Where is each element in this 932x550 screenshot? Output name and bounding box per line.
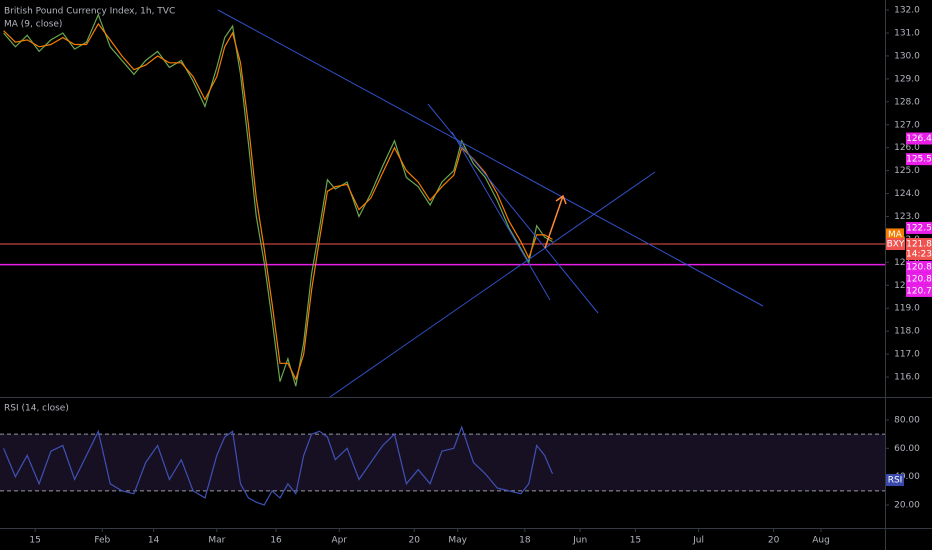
projection-arrow (544, 194, 567, 249)
y-tick-label: 117.0 (894, 350, 920, 360)
y-tick-label: 40.00 (894, 472, 920, 482)
y-tick-label: 123.0 (894, 212, 920, 222)
y-tick-label: 116.0 (894, 373, 920, 383)
y-tick-label: 80.00 (894, 415, 920, 425)
x-tick-label: Aug (812, 536, 830, 546)
price-tag (906, 272, 932, 285)
trendlines (217, 9, 764, 397)
price-tag (906, 221, 932, 234)
y-tick-label: 119.0 (894, 304, 920, 314)
y-tick-label: 132.0 (894, 6, 920, 16)
x-tick-label: 20 (768, 536, 780, 546)
price-tag-label: 120.8 (906, 274, 932, 284)
price-tag-label: 125.5 (906, 155, 932, 165)
price-tag-label: 120.8 (906, 262, 932, 272)
chart-title: British Pound Currency Index, 1h, TVC (4, 7, 175, 17)
rsi-title: RSI (14, close) (4, 404, 69, 414)
x-tick-label: Feb (94, 536, 110, 546)
x-tick-label: May (448, 536, 467, 546)
y-tick-label: 130.0 (894, 51, 920, 61)
price-tag (906, 238, 932, 261)
series-line (3, 22, 553, 381)
price-tag (906, 153, 932, 166)
y-tick-label: 126.0 (894, 143, 920, 153)
y-tick-label: 131.0 (894, 29, 920, 39)
trendline (329, 171, 656, 397)
price-tag-label: 120.7 (906, 286, 932, 296)
x-tick-label: 15 (29, 536, 40, 546)
y-tick-label: 124.0 (894, 189, 920, 199)
symbol-tag (886, 238, 905, 251)
price-tag (906, 260, 932, 273)
price-tag-label: 121.8 (906, 240, 932, 250)
price-tag-label: 126.4 (906, 134, 932, 144)
series-line (3, 425, 554, 506)
rsi-pane (0, 425, 885, 506)
y-tick-label: 129.0 (894, 74, 920, 84)
symbol-tag-label: BXY (887, 240, 905, 250)
x-tick-label: 15 (630, 536, 641, 546)
price-tag (906, 284, 932, 297)
x-tick-label: 16 (270, 536, 282, 546)
y-tick-label: 127.0 (894, 120, 920, 130)
x-tick-label: Apr (331, 536, 347, 546)
rsi-band (0, 434, 885, 491)
ma-tag-label: MA (888, 230, 903, 240)
x-tick-label: 14 (148, 536, 160, 546)
legend-entry: MA (9, close) (4, 20, 62, 30)
rsi-tag (886, 474, 904, 486)
ma-tag (886, 228, 904, 241)
x-tick-label: 20 (409, 536, 421, 546)
price-tag (906, 132, 932, 145)
axes: 15 Feb 14 Mar 16 Apr 20 May 18 Jun 15 Jul 20 Aug 116.0… (29, 6, 932, 546)
y-tick-label: 20.00 (894, 501, 920, 511)
trendline (451, 131, 551, 301)
x-tick-label: 18 (519, 536, 531, 546)
x-tick-label: Jun (572, 536, 587, 546)
x-tick-label: Mar (208, 536, 225, 546)
series-line (3, 13, 553, 387)
y-tick-label: 118.0 (894, 327, 920, 337)
price-tag-label: 122.5 (906, 223, 932, 233)
rsi-tag-label: RSI (888, 476, 903, 486)
y-tick-label: 128.0 (894, 97, 920, 107)
countdown: 14:23 (906, 250, 932, 260)
x-tick-label: Jul (692, 536, 704, 546)
y-tick-label: 60.00 (894, 444, 920, 454)
y-tick-label: 125.0 (894, 166, 920, 176)
trendline (217, 9, 764, 307)
price-pane (0, 13, 885, 387)
